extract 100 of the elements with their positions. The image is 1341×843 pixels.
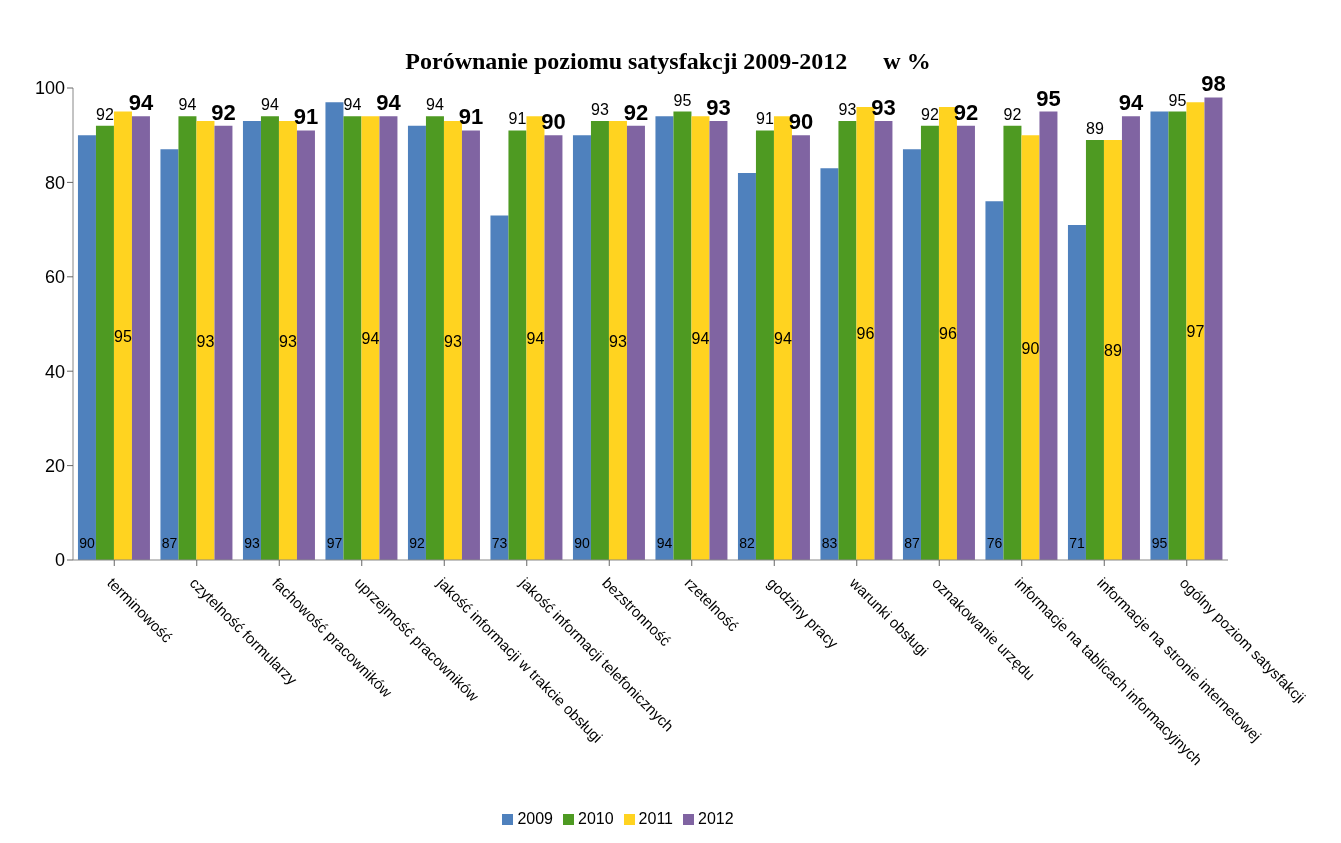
data-label: 94 — [178, 96, 197, 114]
data-label: 94 — [774, 330, 792, 348]
legend-label: 2011 — [638, 810, 673, 827]
data-label: 94 — [361, 330, 380, 348]
data-label: 95 — [1151, 535, 1168, 551]
data-label: 91 — [458, 104, 484, 130]
data-label: 94 — [526, 330, 545, 348]
data-label: 93 — [706, 95, 731, 121]
bar — [1204, 97, 1223, 560]
bar — [178, 116, 197, 560]
data-label: 89 — [1086, 119, 1104, 137]
data-label: 93 — [444, 332, 462, 350]
y-tick-label: 40 — [44, 361, 65, 382]
bar — [325, 102, 344, 560]
bar — [379, 116, 398, 560]
y-tick-label: 0 — [54, 550, 65, 571]
bar — [490, 215, 509, 560]
bar — [590, 121, 609, 560]
data-label: 90 — [1021, 339, 1040, 357]
bar — [709, 121, 728, 560]
data-label: 96 — [856, 325, 875, 343]
data-label: 90 — [574, 535, 590, 551]
bar — [160, 149, 179, 560]
bar — [673, 111, 692, 560]
bar — [407, 125, 426, 560]
data-label: 90 — [79, 535, 95, 551]
bar — [791, 135, 810, 560]
bar — [425, 116, 444, 560]
data-label: 94 — [426, 96, 444, 114]
data-label: 98 — [1201, 71, 1226, 97]
bar — [214, 125, 233, 560]
y-tick-label: 80 — [44, 172, 65, 193]
bar — [1103, 139, 1122, 560]
data-label: 93 — [591, 101, 609, 119]
data-label: 93 — [871, 95, 896, 121]
chart-title: Porównanie poziomu satysfakcji 2009-2012 w % — [405, 48, 931, 74]
legend-label: 2010 — [578, 810, 614, 827]
data-label: 94 — [691, 330, 710, 348]
bar — [608, 121, 627, 560]
bar — [131, 116, 150, 560]
bar — [655, 116, 674, 560]
data-label: 97 — [326, 535, 343, 551]
y-tick-label: 100 — [34, 78, 65, 99]
bar — [838, 121, 857, 560]
data-label: 96 — [939, 325, 957, 343]
data-label: 94 — [1118, 90, 1144, 116]
bar — [77, 135, 96, 560]
data-label: 83 — [821, 535, 838, 551]
legend-label: 2009 — [517, 810, 553, 827]
bar — [985, 201, 1004, 560]
bar — [956, 125, 975, 560]
data-label: 93 — [196, 332, 215, 350]
bar — [755, 130, 774, 560]
data-label: 76 — [986, 535, 1003, 551]
data-label: 92 — [921, 105, 939, 123]
bar — [1186, 102, 1205, 560]
bar — [1067, 224, 1086, 560]
bar — [361, 116, 380, 560]
bar — [1039, 111, 1058, 560]
bar — [343, 116, 362, 560]
data-label: 94 — [128, 90, 154, 116]
legend-label: 2012 — [698, 810, 734, 827]
data-label: 93 — [838, 101, 857, 119]
data-label: 94 — [376, 90, 402, 116]
data-label: 92 — [1003, 105, 1022, 123]
data-label: 95 — [114, 327, 132, 345]
bar — [1021, 135, 1040, 560]
data-label: 93 — [609, 332, 627, 350]
data-label: 82 — [739, 535, 755, 551]
data-label: 92 — [96, 105, 114, 123]
data-label: 93 — [244, 535, 260, 551]
data-label: 87 — [904, 535, 920, 551]
bar — [902, 149, 921, 560]
data-label: 93 — [279, 332, 297, 350]
data-label: 95 — [1168, 91, 1187, 109]
bar — [1168, 111, 1187, 560]
data-label: 87 — [161, 535, 178, 551]
bar — [242, 121, 261, 560]
bar — [1150, 111, 1169, 560]
bar — [691, 116, 710, 560]
bar — [544, 135, 563, 560]
y-tick-label: 20 — [44, 455, 65, 476]
data-label: 91 — [293, 104, 319, 130]
bar — [1085, 139, 1104, 560]
data-label: 95 — [1036, 85, 1061, 111]
bar — [1003, 125, 1022, 560]
data-label: 91 — [508, 110, 527, 128]
data-label: 73 — [491, 535, 508, 551]
data-label: 71 — [1069, 535, 1085, 551]
data-label: 92 — [211, 99, 236, 125]
data-label: 94 — [656, 535, 673, 551]
bar — [820, 168, 839, 560]
bar — [508, 130, 527, 560]
bar — [874, 121, 893, 560]
bar — [461, 130, 480, 560]
bar — [113, 111, 132, 560]
bar — [196, 121, 215, 560]
bar — [296, 130, 315, 560]
data-label: 94 — [343, 96, 362, 114]
bar — [737, 172, 756, 560]
